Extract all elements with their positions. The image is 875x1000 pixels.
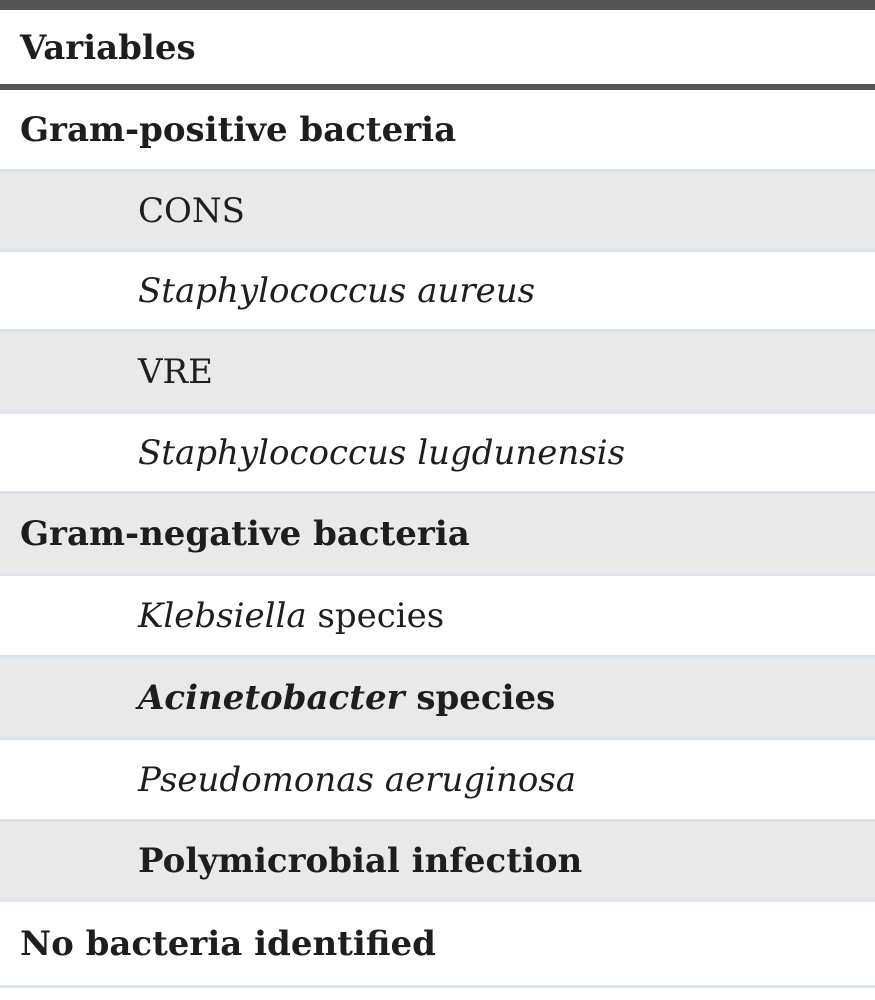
row-label: Staphylococcus lugdunensis [138,432,626,473]
row-label: Staphylococcus aureus [138,270,536,311]
row-label: Gram-negative bacteria [20,513,470,554]
table-row-cons: CONS [0,172,875,252]
row-label: No bacteria identified [20,923,436,964]
table-header-variables: Variables [0,10,875,86]
table-row-polymicrobial: Polymicrobial infection [0,822,875,902]
table-body: Gram-positive bacteria CONS Staphylococc… [0,90,875,988]
row-label: Pseudomonas aeruginosa [138,759,577,800]
row-label-italic: Acinetobacter [138,677,405,718]
column-header-label: Variables [20,28,196,68]
table-row-staphylococcus-lugdunensis: Staphylococcus lugdunensis [0,414,875,494]
table-row-no-bacteria: No bacteria identified [0,902,875,988]
row-label-rest: species [404,677,556,718]
row-label: Polymicrobial infection [138,840,583,881]
table-row-vre: VRE [0,332,875,414]
row-label: CONS [138,190,245,231]
row-label-rest: species [306,595,445,636]
table-header-rule [0,84,875,90]
table-row-gram-negative: Gram-negative bacteria [0,494,875,576]
table-row-gram-positive: Gram-positive bacteria [0,90,875,172]
row-label: Gram-positive bacteria [20,109,457,150]
row-label-italic: Klebsiella [138,595,307,636]
table-top-rule [0,0,875,10]
table-row-staphylococcus-aureus: Staphylococcus aureus [0,252,875,332]
table-row-acinetobacter: Acinetobacter species [0,658,875,740]
table-row-klebsiella: Klebsiella species [0,576,875,658]
table-row-pseudomonas: Pseudomonas aeruginosa [0,740,875,822]
row-label: VRE [138,351,213,392]
